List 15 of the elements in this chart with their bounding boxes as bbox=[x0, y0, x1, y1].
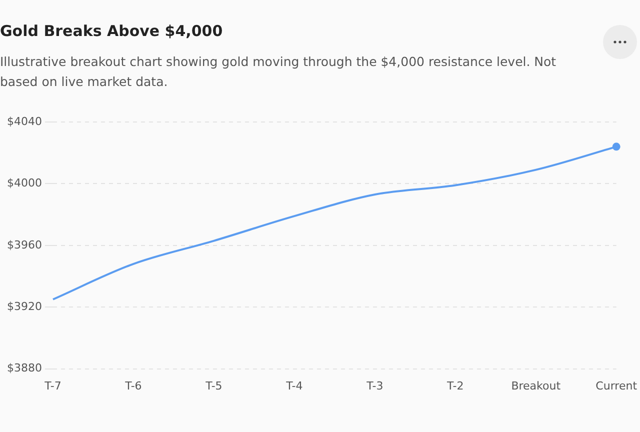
x-tick-label: T-7 bbox=[44, 379, 62, 392]
y-tick-label: $4040 bbox=[6, 114, 42, 128]
x-tick-label: T-2 bbox=[446, 379, 464, 392]
x-tick-label: T-6 bbox=[124, 379, 142, 392]
x-tick-label: Current bbox=[596, 379, 638, 392]
chart-title: Gold Breaks Above $4,000 bbox=[0, 22, 223, 40]
y-tick-label: $3960 bbox=[6, 238, 42, 252]
x-tick-label: T-4 bbox=[285, 379, 303, 392]
y-tick-label: $3880 bbox=[6, 362, 42, 375]
y-tick-label: $3920 bbox=[6, 300, 42, 313]
x-tick-label: T-5 bbox=[204, 379, 222, 392]
x-tick-label: Breakout bbox=[511, 379, 562, 392]
y-tick-label: $4000 bbox=[6, 176, 42, 190]
x-tick-label: T-3 bbox=[366, 379, 384, 392]
chart-subtitle: Illustrative breakout chart showing gold moving through the $4,000 resistance level. Not based on live market data. bbox=[0, 53, 558, 91]
